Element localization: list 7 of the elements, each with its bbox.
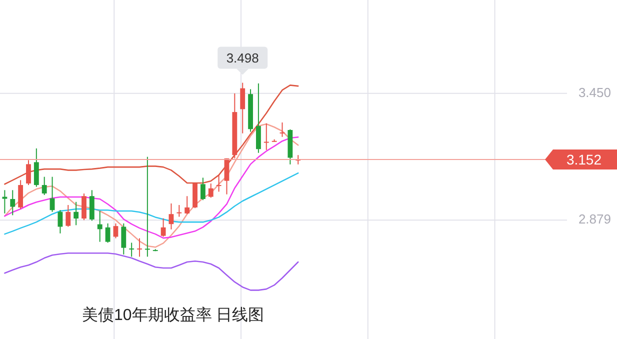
- ref-line-label: 3.152: [566, 152, 602, 168]
- y-tick-label: 3.450: [578, 84, 611, 100]
- ref-line: 3.152: [0, 150, 617, 170]
- y-tick-label: 2.879: [578, 212, 611, 227]
- title: 美债10年期收益率 日线图: [82, 307, 264, 324]
- annotation: 3.498: [218, 46, 268, 75]
- annotation: 3.498: [226, 50, 259, 66]
